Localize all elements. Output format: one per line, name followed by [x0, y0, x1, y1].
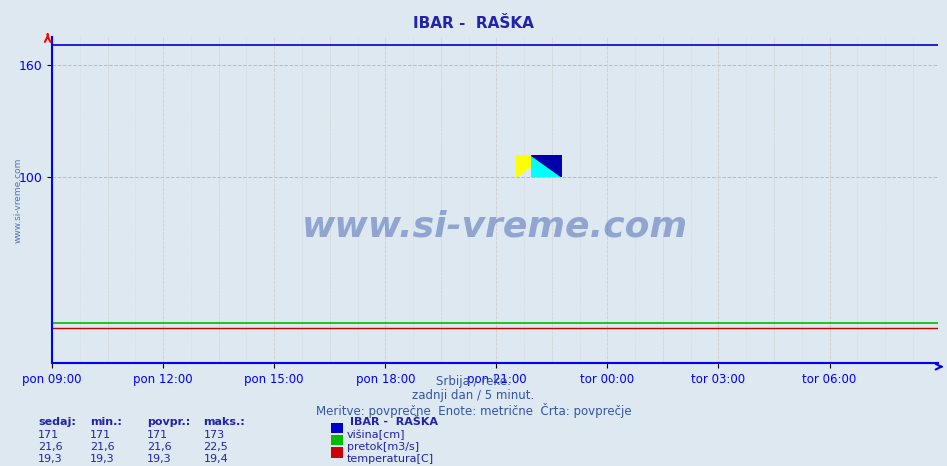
Text: min.:: min.: [90, 417, 122, 427]
Polygon shape [531, 155, 562, 177]
Text: 19,4: 19,4 [204, 454, 228, 464]
Text: 21,6: 21,6 [38, 442, 63, 452]
Text: pretok[m3/s]: pretok[m3/s] [347, 442, 419, 452]
Text: Meritve: povprečne  Enote: metrične  Črta: povprečje: Meritve: povprečne Enote: metrične Črta:… [315, 403, 632, 418]
Text: www.si-vreme.com: www.si-vreme.com [14, 158, 23, 243]
Text: 19,3: 19,3 [38, 454, 63, 464]
Text: www.si-vreme.com: www.si-vreme.com [302, 210, 688, 243]
Text: 21,6: 21,6 [90, 442, 115, 452]
Text: zadnji dan / 5 minut.: zadnji dan / 5 minut. [412, 389, 535, 402]
Text: višina[cm]: višina[cm] [347, 430, 405, 440]
Text: 22,5: 22,5 [204, 442, 228, 452]
Text: 171: 171 [90, 430, 111, 439]
Text: povpr.:: povpr.: [147, 417, 190, 427]
Polygon shape [516, 155, 546, 177]
Text: IBAR -  RAŠKA: IBAR - RAŠKA [350, 417, 438, 427]
Text: maks.:: maks.: [204, 417, 245, 427]
Text: Srbija / reke.: Srbija / reke. [436, 375, 511, 388]
Text: 21,6: 21,6 [147, 442, 171, 452]
Text: IBAR -  RAŠKA: IBAR - RAŠKA [413, 16, 534, 31]
Text: temperatura[C]: temperatura[C] [347, 454, 434, 464]
Text: 19,3: 19,3 [147, 454, 171, 464]
Text: 19,3: 19,3 [90, 454, 115, 464]
Polygon shape [531, 155, 562, 177]
Text: sedaj:: sedaj: [38, 417, 76, 427]
Text: 171: 171 [147, 430, 168, 439]
Text: 173: 173 [204, 430, 224, 439]
Text: 171: 171 [38, 430, 59, 439]
